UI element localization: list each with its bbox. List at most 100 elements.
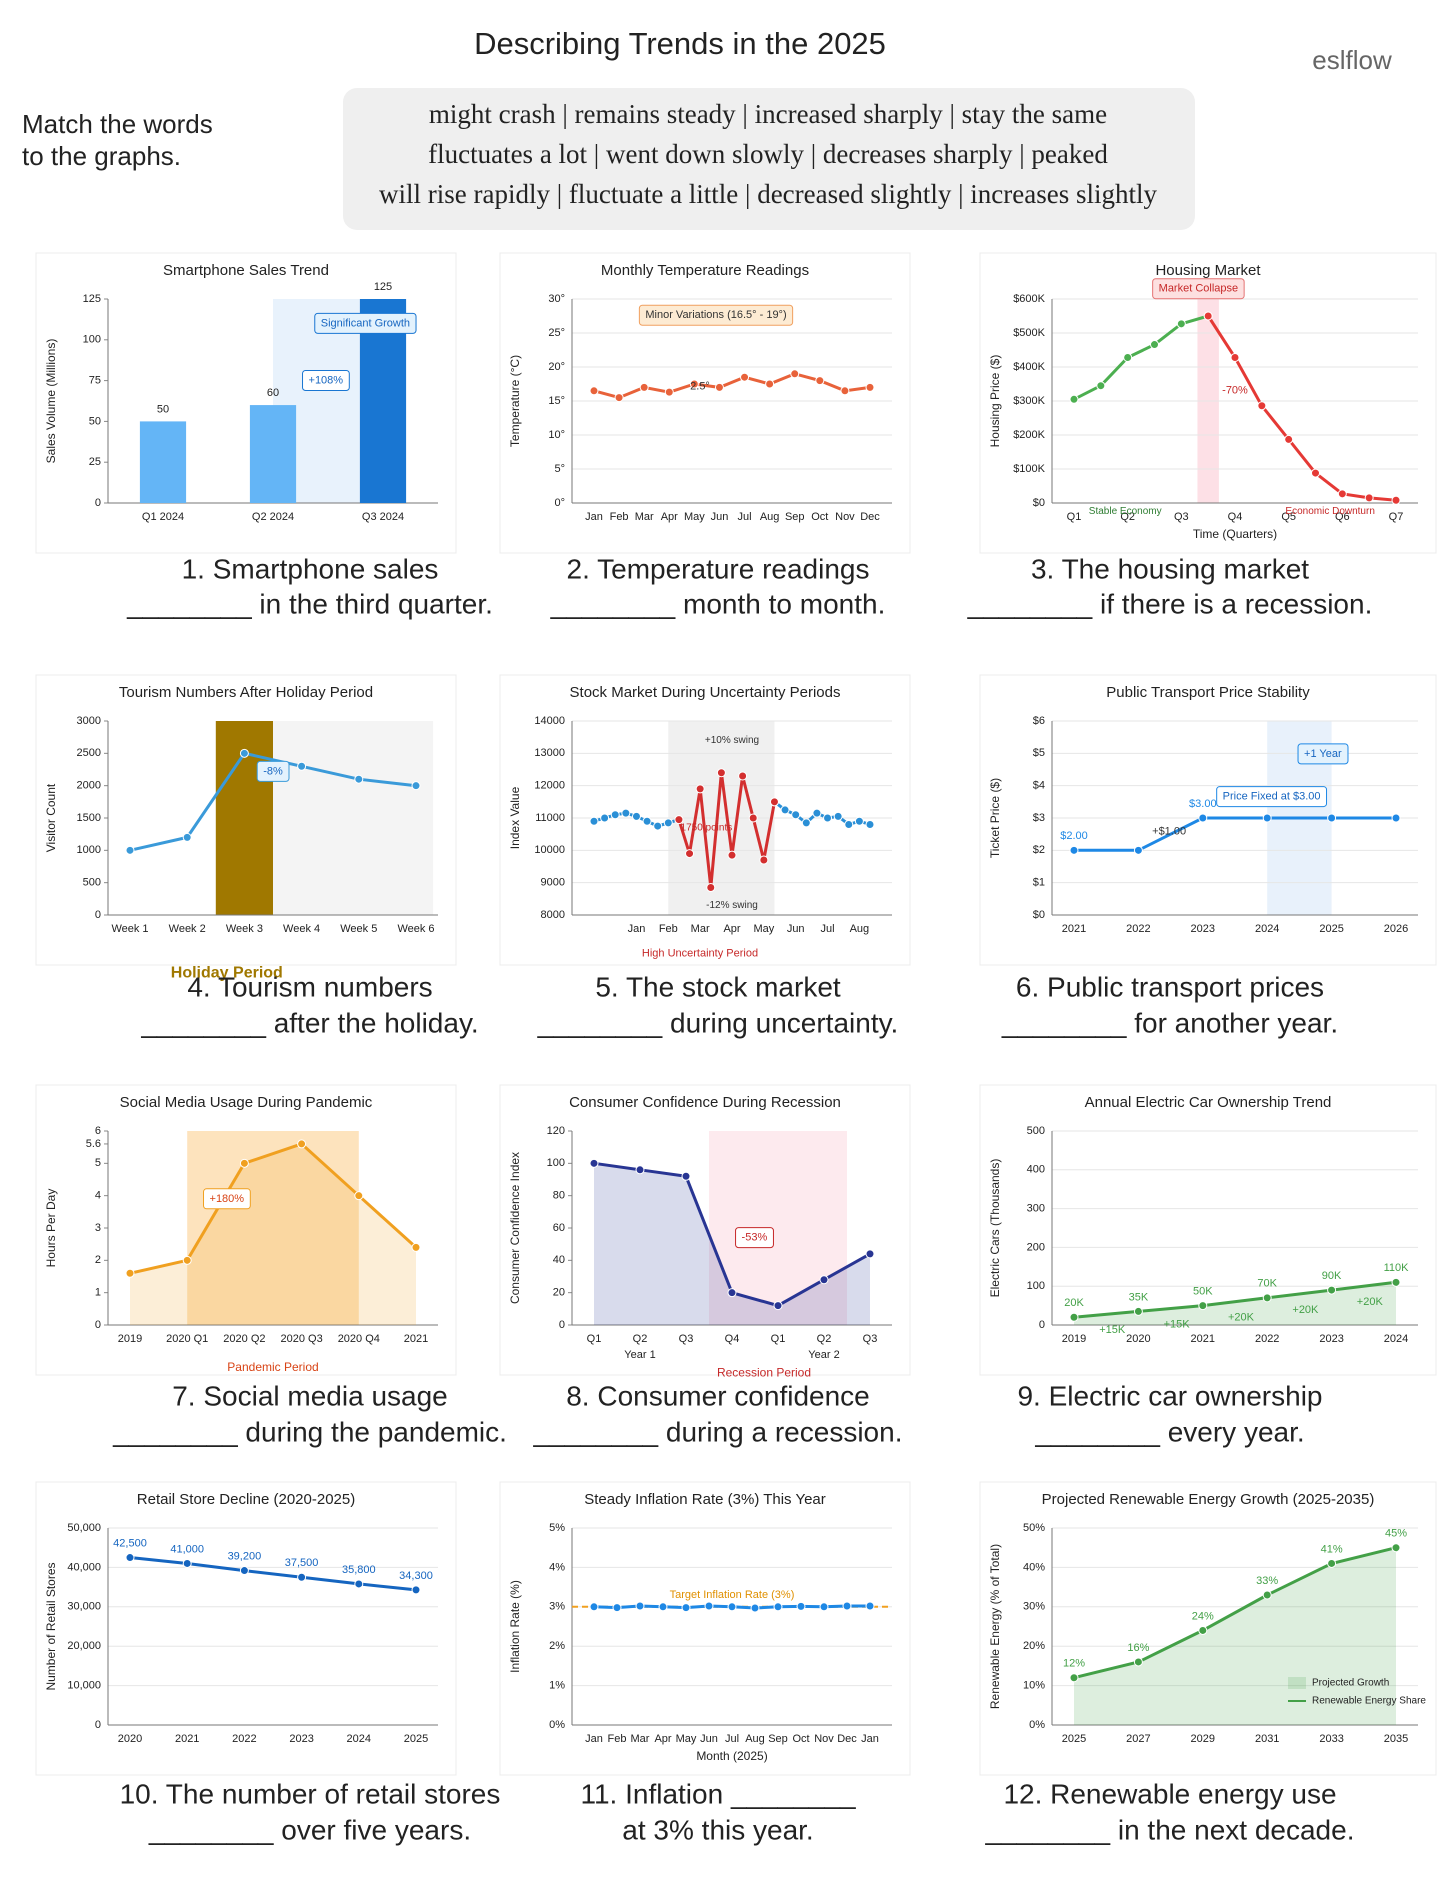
annotation-box <box>256 760 290 782</box>
word-bank-line: will rise rapidly | fluctuate a little |… <box>379 179 1157 209</box>
question-prompt: 11. Inflation ________ <box>580 1778 855 1809</box>
x-tick-label: Q3 <box>863 1333 878 1345</box>
data-point <box>1133 1657 1143 1667</box>
area <box>1074 1547 1396 1725</box>
x-tick-label: 2024 <box>1255 923 1279 935</box>
x-tick-label: 2022 <box>1126 923 1150 935</box>
annotation: Price Fixed at $3.00 <box>1223 791 1321 803</box>
chart-title: Housing Market <box>1155 262 1261 279</box>
y-tick-label: 40,000 <box>67 1561 101 1573</box>
annotation: +$1.00 <box>1152 825 1186 837</box>
x-tick-label: Nov <box>814 1733 834 1745</box>
data-label: 12% <box>1063 1658 1085 1670</box>
data-point <box>297 761 307 771</box>
data-point <box>759 855 769 865</box>
data-label: 125 <box>374 281 392 293</box>
y-tick-label: 25° <box>548 327 565 339</box>
x-tick-label: Q3 2024 <box>362 511 404 523</box>
y-axis-label: Hours Per Day <box>44 1189 58 1268</box>
y-tick-label: $5 <box>1033 747 1045 759</box>
y-tick-label: 4 <box>95 1190 101 1202</box>
data-point <box>239 1158 249 1168</box>
data-point <box>681 1171 691 1181</box>
data-point <box>1230 352 1240 362</box>
data-point <box>125 1268 135 1278</box>
y-tick-label: 8000 <box>541 909 565 921</box>
x-tick-label: 2024 <box>1384 1333 1408 1345</box>
question-prompt: 3. The housing market <box>1031 553 1309 584</box>
y-tick-label: 200 <box>1027 1241 1045 1253</box>
data-point <box>1069 394 1079 404</box>
data-point <box>740 372 750 382</box>
data-point <box>1123 352 1133 362</box>
data-point <box>631 811 641 821</box>
x-tick-label: 2031 <box>1255 1733 1279 1745</box>
data-point <box>840 386 850 396</box>
chart-title: Tourism Numbers After Holiday Period <box>119 684 373 701</box>
data-point <box>681 1603 691 1613</box>
data-point <box>1327 1558 1337 1568</box>
data-point <box>1133 845 1143 855</box>
y-tick-label: 5% <box>549 1522 565 1534</box>
chart: Steady Inflation Rate (3%) This Year 0% 1%… <box>499 1481 911 1776</box>
data-point <box>790 369 800 379</box>
y-axis-label: Visitor Count <box>44 783 58 852</box>
y-tick-label: 20 <box>553 1287 565 1299</box>
y-axis-label: Electric Cars (Thousands) <box>988 1159 1002 1298</box>
y-tick-label: 2 <box>95 1254 101 1266</box>
y-axis-label: Housing Price ($) <box>988 355 1002 448</box>
chart-title: Stock Market During Uncertainty Periods <box>570 684 841 701</box>
y-tick-label: $3 <box>1033 812 1045 824</box>
y-tick-label: $200K <box>1013 429 1045 441</box>
chart-title: Retail Store Decline (2020-2025) <box>137 1491 355 1508</box>
y-tick-label: 75 <box>89 375 101 387</box>
x-tick-label: 2027 <box>1126 1733 1150 1745</box>
y-tick-label: 9000 <box>541 877 565 889</box>
y-tick-label: 2% <box>549 1640 565 1652</box>
chart-title: Consumer Confidence During Recession <box>569 1094 841 1111</box>
chart: Projected Renewable Energy Growth (2025-… <box>979 1481 1437 1776</box>
annotation-box <box>735 1227 774 1249</box>
data-point <box>354 1579 364 1589</box>
y-tick-label: 10° <box>548 429 565 441</box>
y-tick-label: $300K <box>1013 395 1045 407</box>
y-tick-label: 30° <box>548 293 565 305</box>
data-point <box>1198 813 1208 823</box>
y-tick-label: 1 <box>95 1287 101 1299</box>
y-tick-label: 6 <box>95 1125 101 1137</box>
data-point <box>621 808 631 818</box>
x-tick-label: 2025 <box>404 1733 428 1745</box>
y-axis-label: Ticket Price ($) <box>988 778 1002 858</box>
y-tick-label: 40 <box>553 1254 565 1266</box>
y-tick-label: $4 <box>1033 780 1045 792</box>
x-tick-label: Jul <box>725 1733 739 1745</box>
bar <box>249 405 297 503</box>
question-blank: ________ every year. <box>1034 1416 1304 1447</box>
x-tick-label: Q1 2024 <box>142 511 184 523</box>
data-point <box>1198 1301 1208 1311</box>
x-tick-label: Jan <box>628 923 646 935</box>
x-tick-label: 2019 <box>118 1333 142 1345</box>
x-tick-label: 2024 <box>347 1733 371 1745</box>
question-blank: ________ in the next decade. <box>985 1814 1355 1845</box>
data-point <box>1150 340 1159 350</box>
x-tick-label: Jan <box>585 1733 603 1745</box>
y-tick-label: 100 <box>83 334 101 346</box>
data-point <box>182 1255 192 1265</box>
x-tick-label: Aug <box>760 511 780 523</box>
x-tick-label: 2025 <box>1062 1733 1086 1745</box>
chart-title: Public Transport Price Stability <box>1106 684 1310 701</box>
y-tick-label: $6 <box>1033 715 1045 727</box>
chart: Annual Electric Car Ownership Trend 0 100 2… <box>979 1084 1437 1376</box>
annotation: +20K <box>1357 1296 1384 1308</box>
bar <box>139 421 187 503</box>
y-tick-label: $2 <box>1033 844 1045 856</box>
y-tick-label: 3% <box>549 1601 565 1613</box>
y-tick-label: $400K <box>1013 361 1045 373</box>
y-axis-label: Sales Volume (Millions) <box>44 339 58 464</box>
annotation: High Uncertainty Period <box>642 948 758 960</box>
annotation-box <box>1216 786 1328 808</box>
data-point <box>182 832 192 842</box>
data-point <box>297 1572 307 1582</box>
data-point <box>780 805 790 815</box>
